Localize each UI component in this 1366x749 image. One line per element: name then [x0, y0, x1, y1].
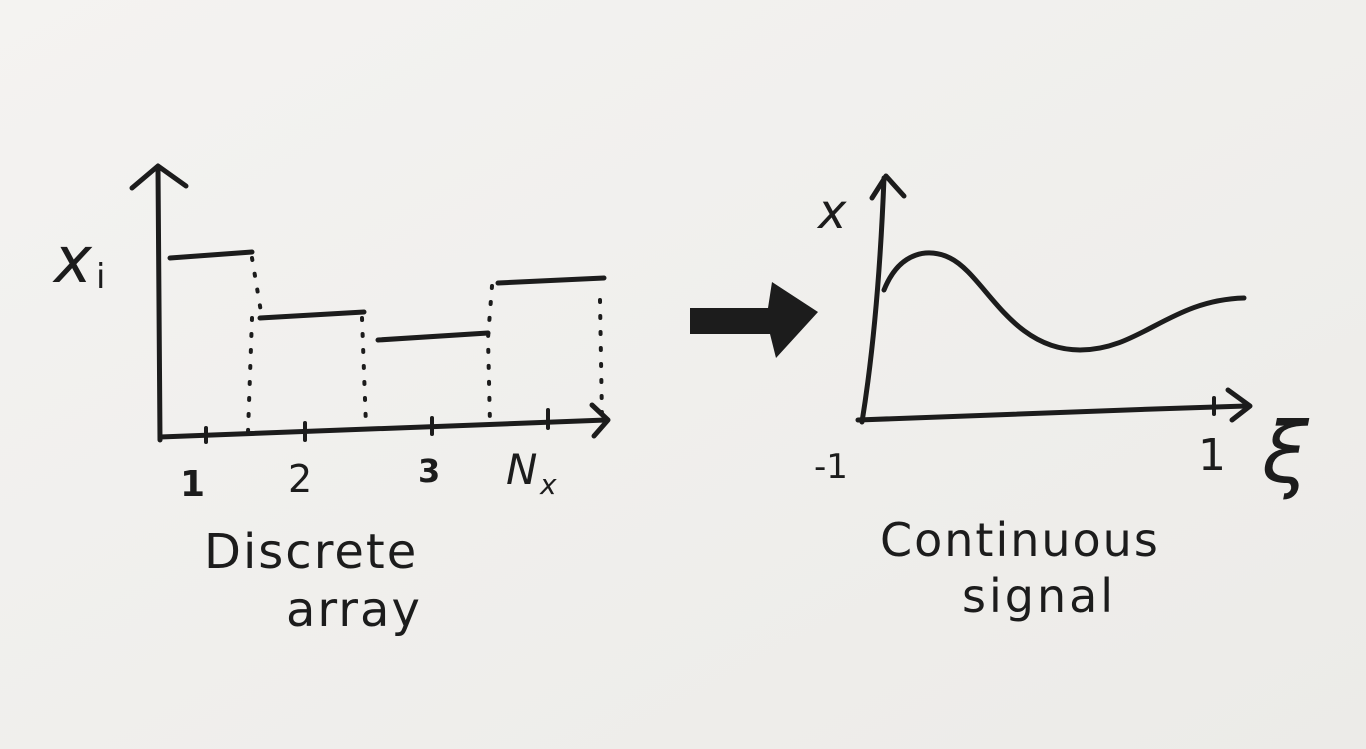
step-level-2	[257, 309, 367, 321]
right-x-axis-arrowhead	[1225, 387, 1253, 423]
left-y-axis	[155, 165, 163, 443]
left-x-axis	[157, 417, 609, 440]
right-y-axis-arrowhead	[869, 173, 907, 201]
step-level-3	[375, 330, 491, 343]
left-y-label: x	[52, 224, 93, 298]
right-x-min-label: -1	[814, 447, 848, 487]
tick-label-n-subscript: x	[539, 468, 557, 501]
tick-label-1: 1	[180, 464, 205, 505]
left-y-label-subscript: i	[96, 257, 105, 297]
continuous-curve	[881, 250, 1247, 353]
step-level-1	[167, 249, 255, 261]
tick-label-2: 2	[288, 457, 312, 501]
dotted-boundary	[246, 256, 264, 434]
left-caption-line1: Discrete	[204, 524, 418, 580]
left-y-axis-arrowhead	[129, 163, 189, 191]
right-y-label: x	[816, 184, 847, 240]
left-x-axis-arrowhead	[589, 402, 611, 439]
right-x-label: ξ	[1261, 404, 1310, 502]
dotted-boundary	[360, 316, 368, 428]
tick-label-n: N	[506, 445, 537, 494]
discrete-array-plot: x i 1 2 3 N x Discrete array	[52, 163, 611, 638]
left-caption-line2: array	[286, 582, 422, 638]
continuous-signal-plot: x -1 1 ξ Continuous signal	[814, 173, 1310, 623]
tick-label-3: 3	[418, 452, 440, 490]
right-x-axis	[855, 403, 1249, 423]
right-caption-line2: signal	[962, 569, 1116, 623]
dotted-boundary	[598, 298, 604, 420]
right-arrow-icon	[690, 282, 818, 358]
step-level-4	[495, 275, 607, 286]
right-caption-line1: Continuous	[880, 513, 1160, 567]
right-x-max-label: 1	[1198, 430, 1226, 481]
dotted-boundary	[486, 284, 494, 426]
right-y-axis	[859, 175, 887, 425]
